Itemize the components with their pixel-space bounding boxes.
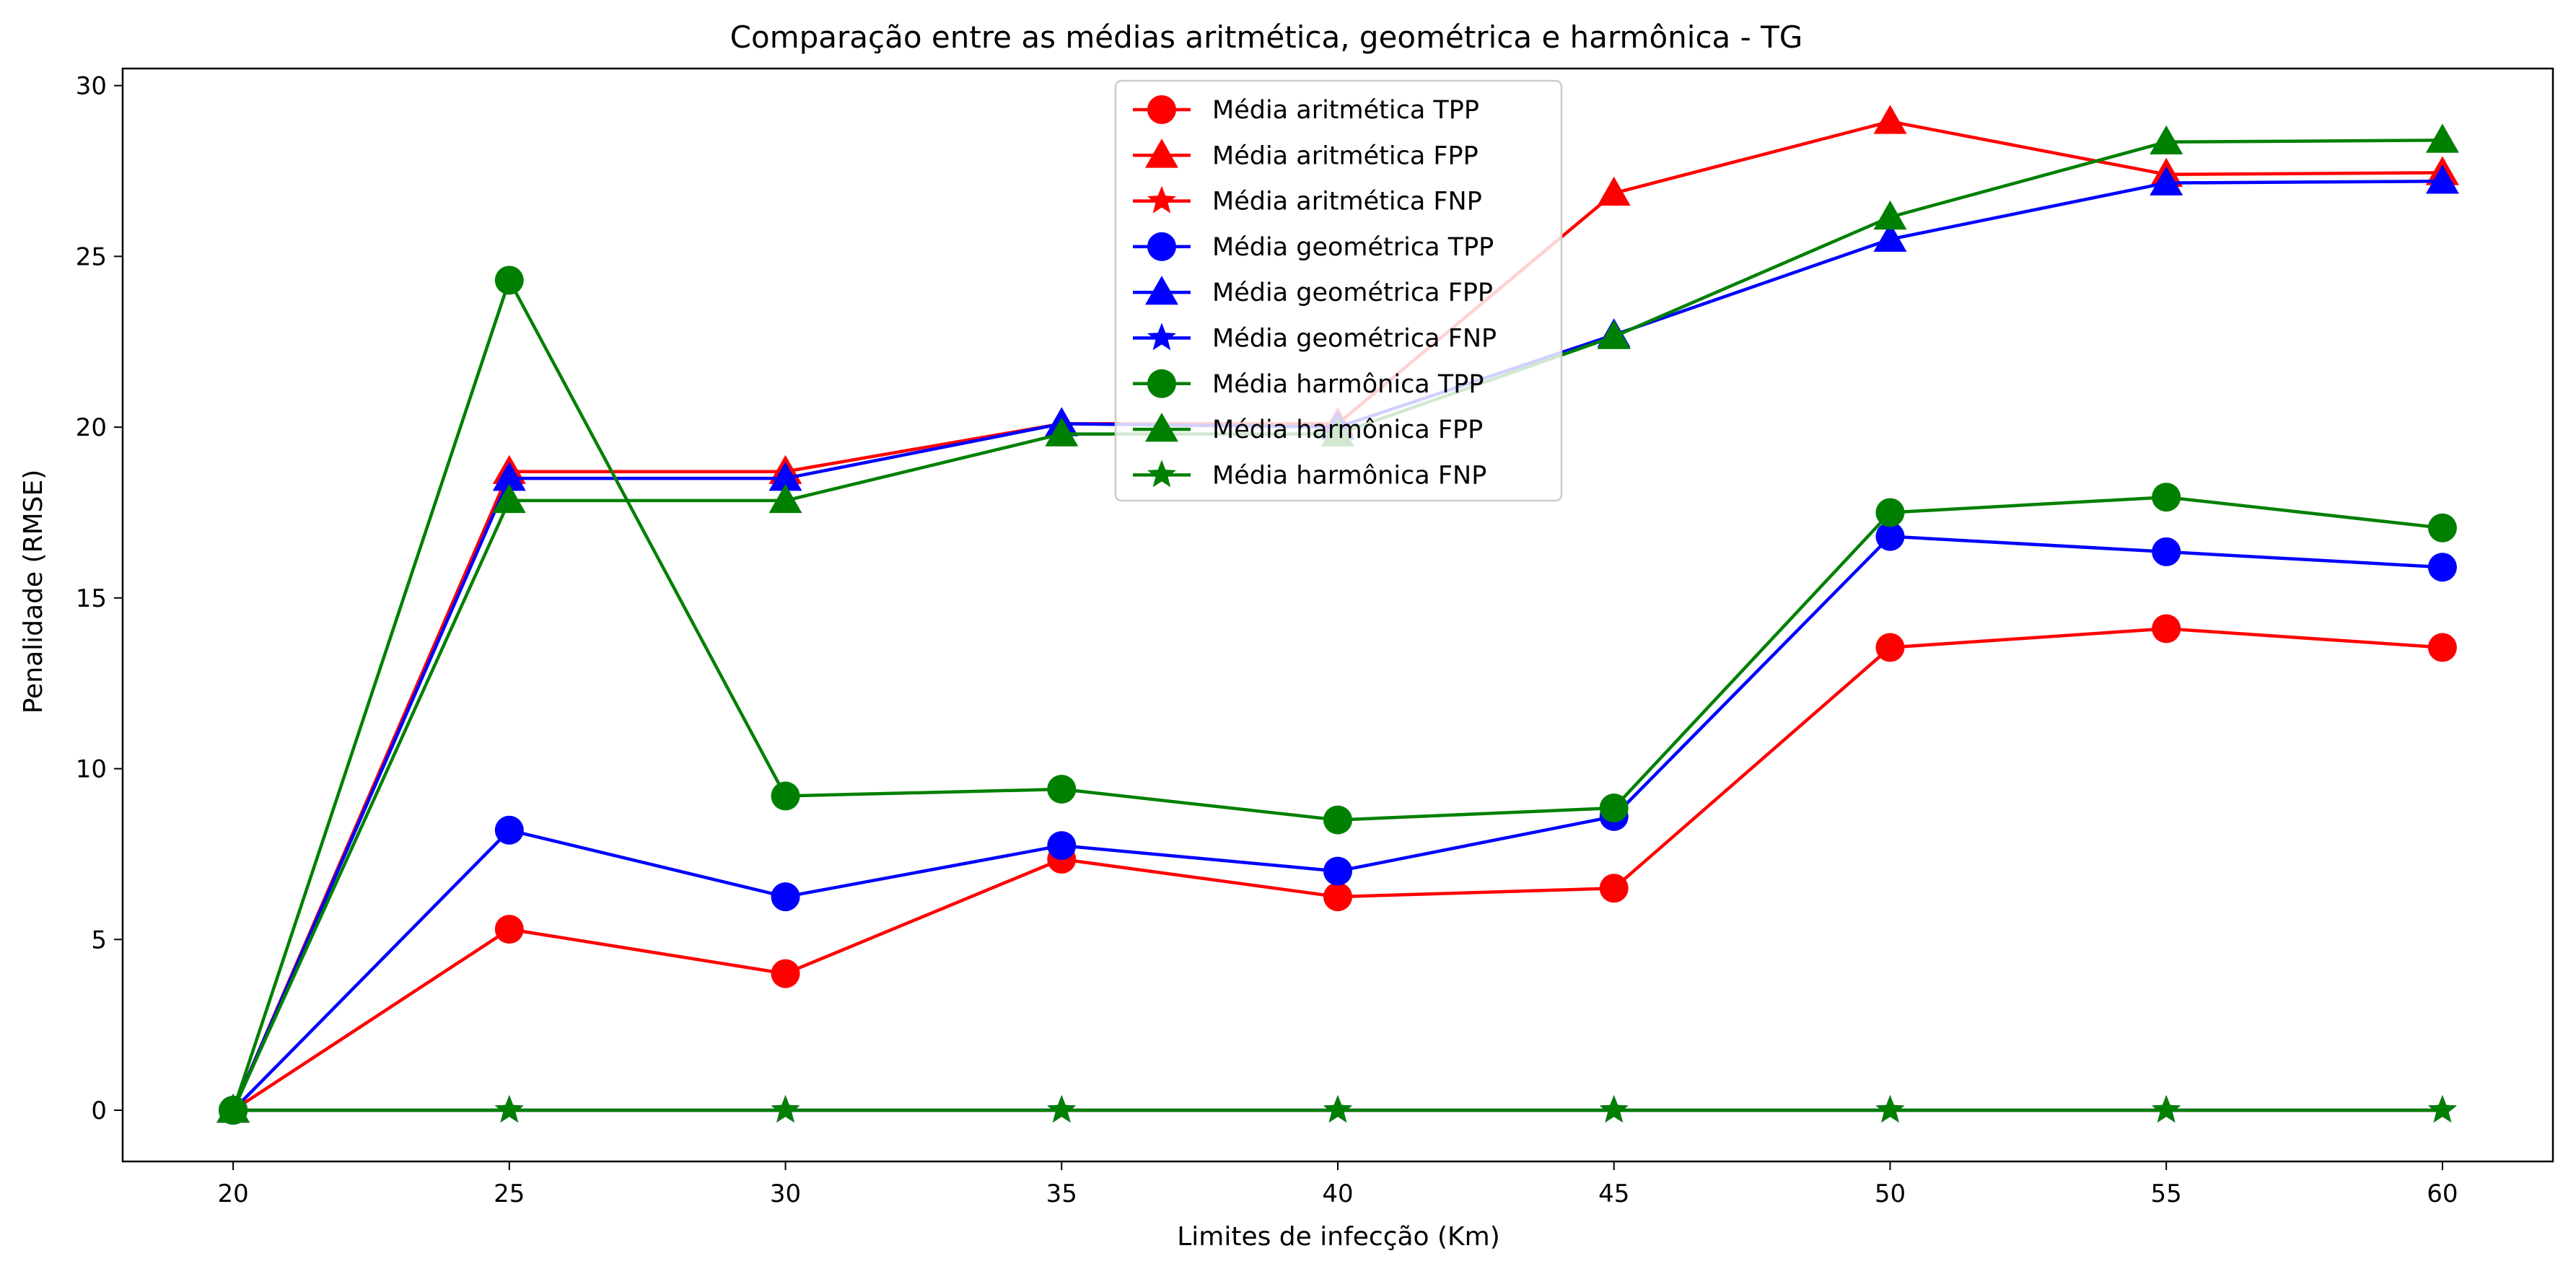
x-tick-label: 45 [1598,1179,1629,1208]
data-point [1875,498,1905,527]
legend-marker [1147,185,1176,214]
data-point [1323,1095,1352,1123]
data-point [1323,882,1352,912]
data-point [2152,483,2181,512]
legend-marker [1145,139,1178,168]
data-point [492,483,526,514]
data-point [1323,856,1352,886]
data-point [1047,774,1077,804]
data-point [1599,793,1629,822]
legend-marker [1147,322,1176,351]
data-point [771,781,800,811]
data-point [494,265,524,295]
x-axis-label: Limites de infecção (Km) [1177,1222,1500,1252]
legend-marker [1145,276,1178,305]
x-tick-label: 20 [217,1179,248,1208]
data-point [771,959,800,988]
x-tick-label: 50 [1875,1179,1906,1208]
data-point [2427,553,2457,582]
data-point [2427,633,2457,662]
data-point [219,1095,248,1123]
legend-label: Média aritmética FNP [1212,188,1482,216]
legend-label: Média harmônica TPP [1212,370,1484,399]
x-tick-label: 25 [494,1179,525,1208]
legend-marker [1145,413,1178,442]
data-point [2427,513,2457,542]
legend-marker [1147,95,1176,124]
x-tick-label: 40 [1322,1179,1353,1208]
data-point [1047,1095,1077,1123]
legend-marker [1147,369,1176,398]
data-point [494,1095,524,1123]
data-point [1599,1095,1629,1123]
legend-marker [1147,460,1176,488]
data-point [1873,105,1907,134]
data-point [2427,1095,2457,1123]
legend-label: Média aritmética TPP [1212,96,1479,125]
data-point [1045,417,1079,447]
data-point [771,1095,800,1123]
legend-label: Média geométrica TPP [1212,233,1494,262]
y-tick-label: 25 [76,242,107,271]
data-point [1875,522,1905,551]
legend: Média aritmética TPP Média aritmética FPP… [1114,79,1563,502]
data-point [492,462,526,491]
y-tick-label: 10 [76,755,107,784]
legend-label: Média harmônica FNP [1212,461,1486,490]
y-tick-label: 0 [91,1097,107,1125]
data-point [2152,1095,2181,1123]
legend-label: Média aritmética FPP [1212,141,1478,170]
x-tick-label: 30 [770,1179,801,1208]
data-point [2152,537,2181,566]
data-point [2152,614,2181,643]
y-tick-label: 15 [76,584,107,613]
data-point [768,483,802,514]
data-point [2150,125,2183,154]
data-point [1597,320,1631,349]
data-point [1873,222,1907,252]
data-point [1047,831,1077,861]
x-tick-label: 55 [2151,1179,2182,1208]
data-point [2425,164,2459,194]
data-point [1875,633,1905,662]
legend-label: Média geométrica FPP [1212,278,1493,307]
data-point [771,882,800,912]
legend-label: Média geométrica FNP [1212,325,1497,353]
chart-title: Comparação entre as médias aritmética, g… [730,19,1803,55]
data-point [2425,123,2459,153]
legend-marker [1147,232,1176,261]
data-point [2150,166,2183,196]
data-point [494,815,524,845]
plot-area: 20 25 30 35 40 45 50 55 60 0 5 10 15 20 25 30 [76,67,2554,1208]
y-tick-label: 20 [76,413,107,442]
x-tick-label: 35 [1046,1179,1077,1208]
legend-label: Média harmônica FPP [1212,416,1483,444]
y-tick-label: 5 [91,926,107,954]
x-tick-label: 60 [2427,1179,2458,1208]
data-point [1875,1095,1905,1123]
data-point [1873,200,1907,230]
y-axis-label: Penalidade (RMSE) [19,470,48,714]
data-point [1599,874,1629,903]
y-tick-label: 30 [76,72,107,101]
data-point [768,462,802,491]
data-point [1323,805,1352,835]
legend-box [1114,79,1563,502]
data-point [1597,176,1631,206]
data-point [494,915,524,944]
